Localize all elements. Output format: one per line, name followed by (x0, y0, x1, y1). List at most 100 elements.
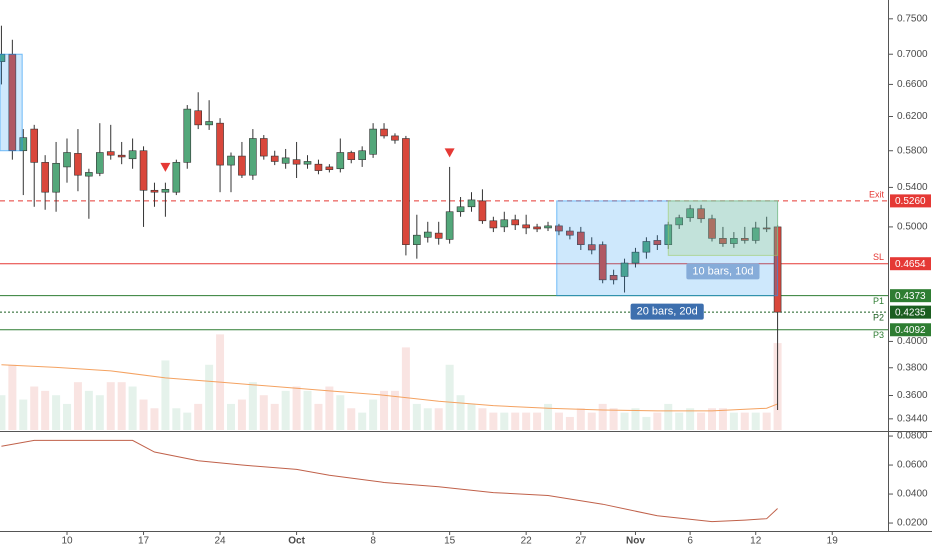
volume-bar (150, 408, 159, 430)
volume-bar (172, 408, 181, 430)
date-range-box (0, 53, 23, 152)
candle-body (63, 152, 71, 168)
volume-bar (707, 408, 716, 430)
candle-body (686, 208, 694, 219)
level-name: P1 (873, 296, 884, 306)
volume-bar (0, 395, 6, 430)
volume-bar (522, 412, 531, 430)
candle-body (30, 128, 39, 163)
indicator-tick-label: 0.0400 (897, 489, 928, 500)
range-label: 20 bars, 20d (637, 306, 698, 318)
candle-body (205, 121, 213, 126)
volume-bar (380, 390, 389, 430)
range-label-bg (686, 263, 760, 280)
candle-body (697, 208, 705, 220)
volume-bar (270, 403, 279, 430)
candle-body (445, 211, 454, 240)
volume-bar (30, 386, 39, 430)
y-tick-label: 0.6600 (897, 79, 928, 90)
volume-bar (423, 408, 432, 430)
volume-bar (554, 412, 563, 430)
candle-body (380, 128, 388, 137)
volume-bar (740, 412, 749, 430)
candle-body (292, 159, 301, 165)
level-value-label: 0.4373 (895, 291, 926, 302)
level-label-bg (890, 305, 931, 319)
candle-body (303, 161, 312, 165)
level-label-bg (890, 289, 931, 303)
y-tick-label: 0.3800 (897, 362, 928, 373)
volume-bar (8, 364, 17, 430)
candle-body (751, 227, 760, 241)
volume-bar (456, 395, 465, 430)
level-name: P2 (873, 313, 884, 323)
x-tick-label: 22 (521, 536, 533, 547)
signal-marker (160, 162, 171, 172)
candle-body (555, 225, 563, 232)
volume-bar (52, 395, 61, 430)
y-tick-label: 0.7000 (897, 49, 928, 60)
candle-body (325, 166, 334, 170)
candle-body (500, 219, 509, 228)
volume-bar (19, 399, 28, 430)
candle-body (259, 138, 268, 157)
volume-bar (445, 364, 454, 430)
candle-body (41, 162, 49, 193)
volume-bar (511, 412, 520, 430)
y-tick-label: 0.3600 (897, 390, 928, 401)
candle-body (740, 238, 749, 241)
candle-body (522, 224, 530, 229)
y-tick-label: 0.5400 (897, 182, 928, 193)
volume-bar (401, 347, 410, 430)
volume-bar (686, 408, 695, 430)
indicator-tick-label: 0.0800 (897, 431, 928, 442)
volume-bar (183, 412, 192, 430)
volume-bar (544, 403, 553, 430)
candle-body (227, 155, 235, 166)
volume-bar (576, 408, 585, 430)
candle-body (609, 275, 618, 281)
volume-bar (390, 390, 399, 430)
candle-body (620, 262, 629, 277)
candle-body (577, 231, 585, 245)
volume-bar (675, 412, 684, 430)
candle-body (587, 244, 596, 251)
volume-bar (489, 412, 498, 430)
candle-body (117, 154, 126, 158)
candle-body (150, 189, 159, 193)
x-tick-label: 17 (138, 536, 150, 547)
volume-bar (631, 408, 640, 430)
candle-body (85, 172, 93, 177)
candle-body (183, 108, 192, 163)
candle-body (467, 199, 476, 208)
volume-bar (95, 395, 104, 430)
x-tick-label: 10 (61, 536, 73, 547)
candle-body (413, 234, 421, 245)
volume-bar (194, 403, 203, 430)
volume-bar (292, 386, 301, 430)
candle-body (347, 152, 356, 160)
range-label: 10 bars, 10d (692, 265, 753, 277)
candle-body (730, 238, 738, 244)
volume-bar (565, 416, 574, 430)
x-tick-label: 19 (827, 536, 839, 547)
candle-body (719, 238, 727, 244)
volume-bar (63, 403, 72, 430)
x-tick-label: 15 (444, 536, 456, 547)
volume-bar (587, 412, 596, 430)
volume-bar (226, 403, 235, 430)
volume-bar (248, 382, 257, 430)
volume-bar (533, 412, 542, 430)
y-tick-label: 0.7500 (897, 13, 928, 24)
x-tick-label: Nov (626, 536, 645, 547)
candle-body (19, 137, 28, 152)
candle-body (314, 163, 323, 171)
level-name: P3 (873, 330, 884, 340)
signal-marker (444, 148, 455, 158)
candle-body (106, 151, 115, 156)
level-value-label: 0.4235 (895, 307, 926, 318)
candle-body (434, 232, 443, 239)
volume-bar (237, 399, 246, 430)
